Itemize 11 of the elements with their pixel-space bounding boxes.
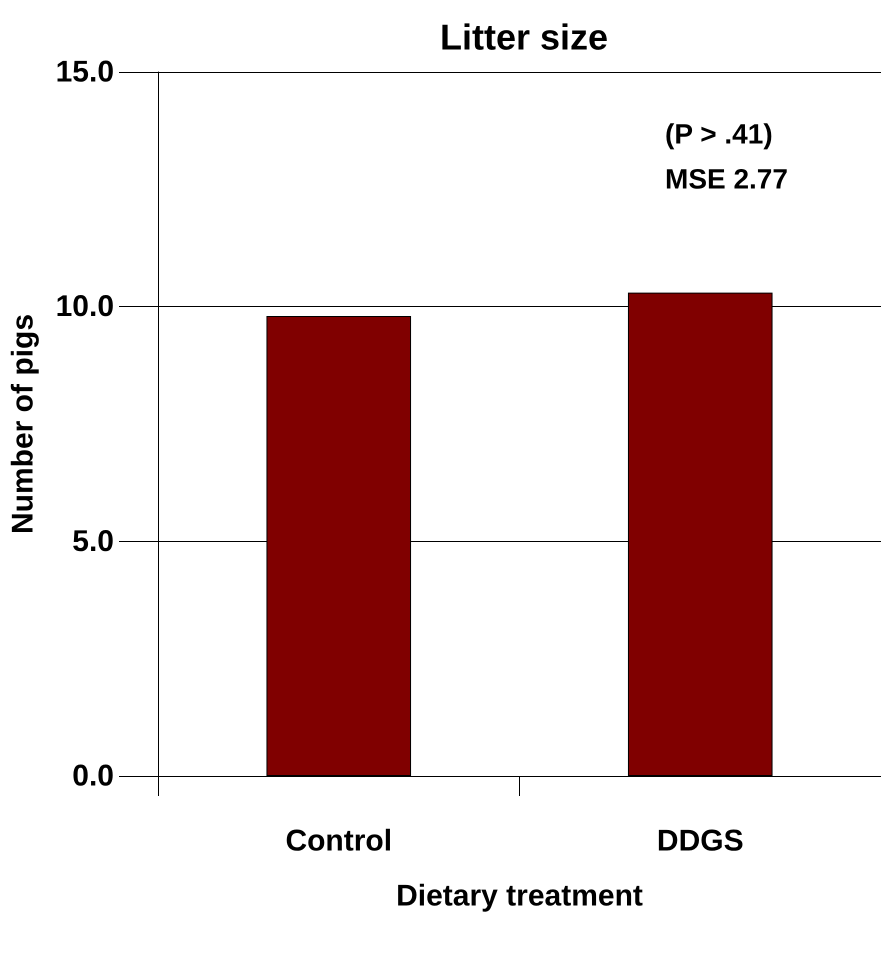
y-tick-label: 10.0 <box>56 290 114 324</box>
chart-title: Litter size <box>440 16 608 58</box>
y-tick-label: 15.0 <box>56 56 114 88</box>
x-axis-title: Dietary treatment <box>396 880 643 912</box>
x-tick-label: DDGS <box>656 824 744 858</box>
annotation: (P > .41) <box>665 118 773 150</box>
y-tick-label: 0.0 <box>72 760 114 792</box>
x-tick-label: Control <box>285 824 392 858</box>
y-tick-label: 5.0 <box>72 524 114 558</box>
y-axis-title: Number of pigs <box>6 314 40 534</box>
annotation: MSE 2.77 <box>665 164 788 194</box>
